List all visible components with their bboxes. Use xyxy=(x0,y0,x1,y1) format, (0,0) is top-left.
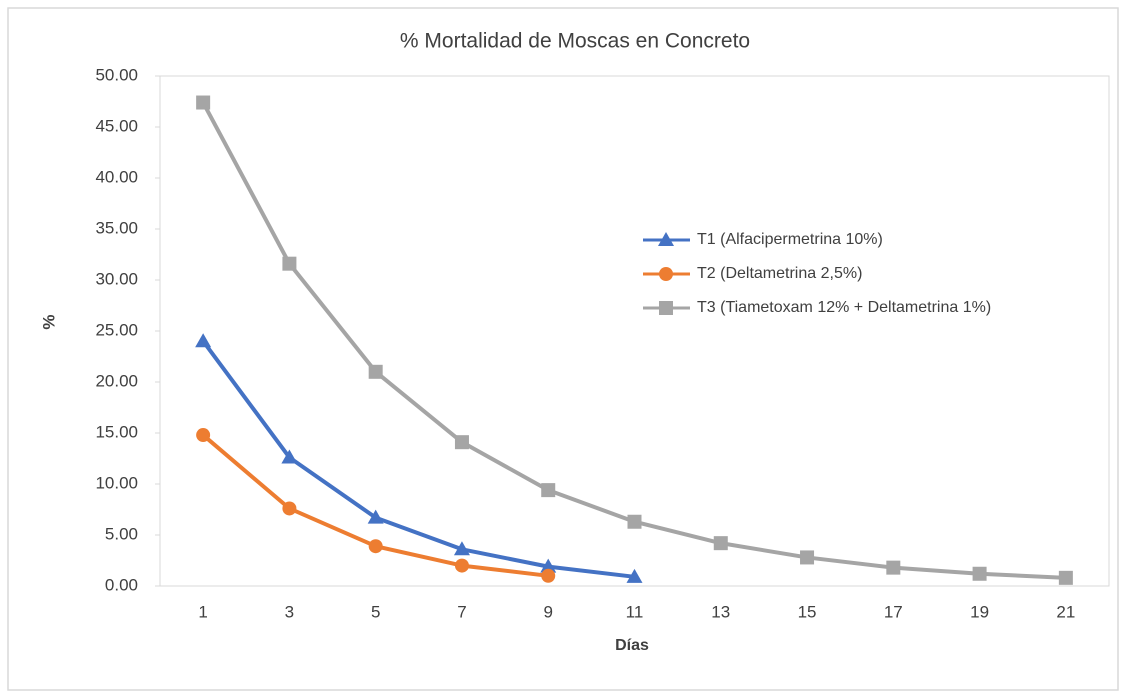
data-point xyxy=(540,558,557,573)
data-point xyxy=(626,568,643,583)
x-tick-label: 1 xyxy=(198,602,207,621)
data-point xyxy=(713,536,728,551)
y-tick-label: 35.00 xyxy=(95,218,138,237)
data-point xyxy=(541,568,556,583)
y-axis-title: % xyxy=(39,314,58,329)
data-point xyxy=(368,539,383,554)
chart-title: % Mortalidad de Moscas en Concreto xyxy=(400,30,750,53)
y-tick-label: 0.00 xyxy=(105,575,138,594)
series-line xyxy=(201,340,635,579)
x-axis-title: Días xyxy=(615,637,649,654)
data-point xyxy=(972,566,987,581)
data-point xyxy=(282,256,297,271)
data-point xyxy=(196,428,211,443)
data-point xyxy=(886,560,901,575)
chart-frame xyxy=(7,7,1119,691)
data-point xyxy=(1058,570,1073,585)
legend-marker xyxy=(659,267,673,281)
data-point xyxy=(454,435,469,450)
legend-label: T2 (Deltametrina 2,5%) xyxy=(697,265,862,282)
data-point xyxy=(454,558,469,573)
y-tick-label: 20.00 xyxy=(95,371,138,390)
data-point xyxy=(627,514,642,529)
y-tick-label: 25.00 xyxy=(95,320,138,339)
legend-marker xyxy=(658,232,674,246)
y-tick-label: 5.00 xyxy=(105,524,138,543)
x-tick-label: 11 xyxy=(626,602,644,621)
y-tick-label: 10.00 xyxy=(95,473,138,492)
data-point xyxy=(281,449,298,464)
data-point xyxy=(368,364,383,379)
y-tick-label: 15.00 xyxy=(95,422,138,441)
x-tick-label: 17 xyxy=(884,602,903,621)
data-point xyxy=(453,541,470,556)
y-tick-label: 50.00 xyxy=(95,65,138,84)
x-tick-label: 3 xyxy=(285,602,294,621)
legend-marker xyxy=(659,301,673,315)
data-point xyxy=(282,501,297,516)
y-tick-label: 40.00 xyxy=(95,167,138,186)
x-tick-label: 15 xyxy=(798,602,817,621)
x-tick-label: 13 xyxy=(711,602,730,621)
data-point xyxy=(541,483,556,498)
x-tick-label: 9 xyxy=(543,602,552,621)
data-point xyxy=(367,509,384,524)
y-tick-label: 30.00 xyxy=(95,269,138,288)
x-tick-label: 21 xyxy=(1056,602,1075,621)
data-point xyxy=(800,550,815,565)
legend-label: T3 (Tiametoxam 12% + Deltametrina 1%) xyxy=(697,299,991,316)
x-tick-label: 5 xyxy=(371,602,380,621)
x-tick-label: 7 xyxy=(457,602,466,621)
data-point xyxy=(196,95,211,110)
data-point xyxy=(195,333,212,348)
y-tick-label: 45.00 xyxy=(95,116,138,135)
x-tick-label: 19 xyxy=(970,602,989,621)
legend-label: T1 (Alfacipermetrina 10%) xyxy=(697,231,883,248)
